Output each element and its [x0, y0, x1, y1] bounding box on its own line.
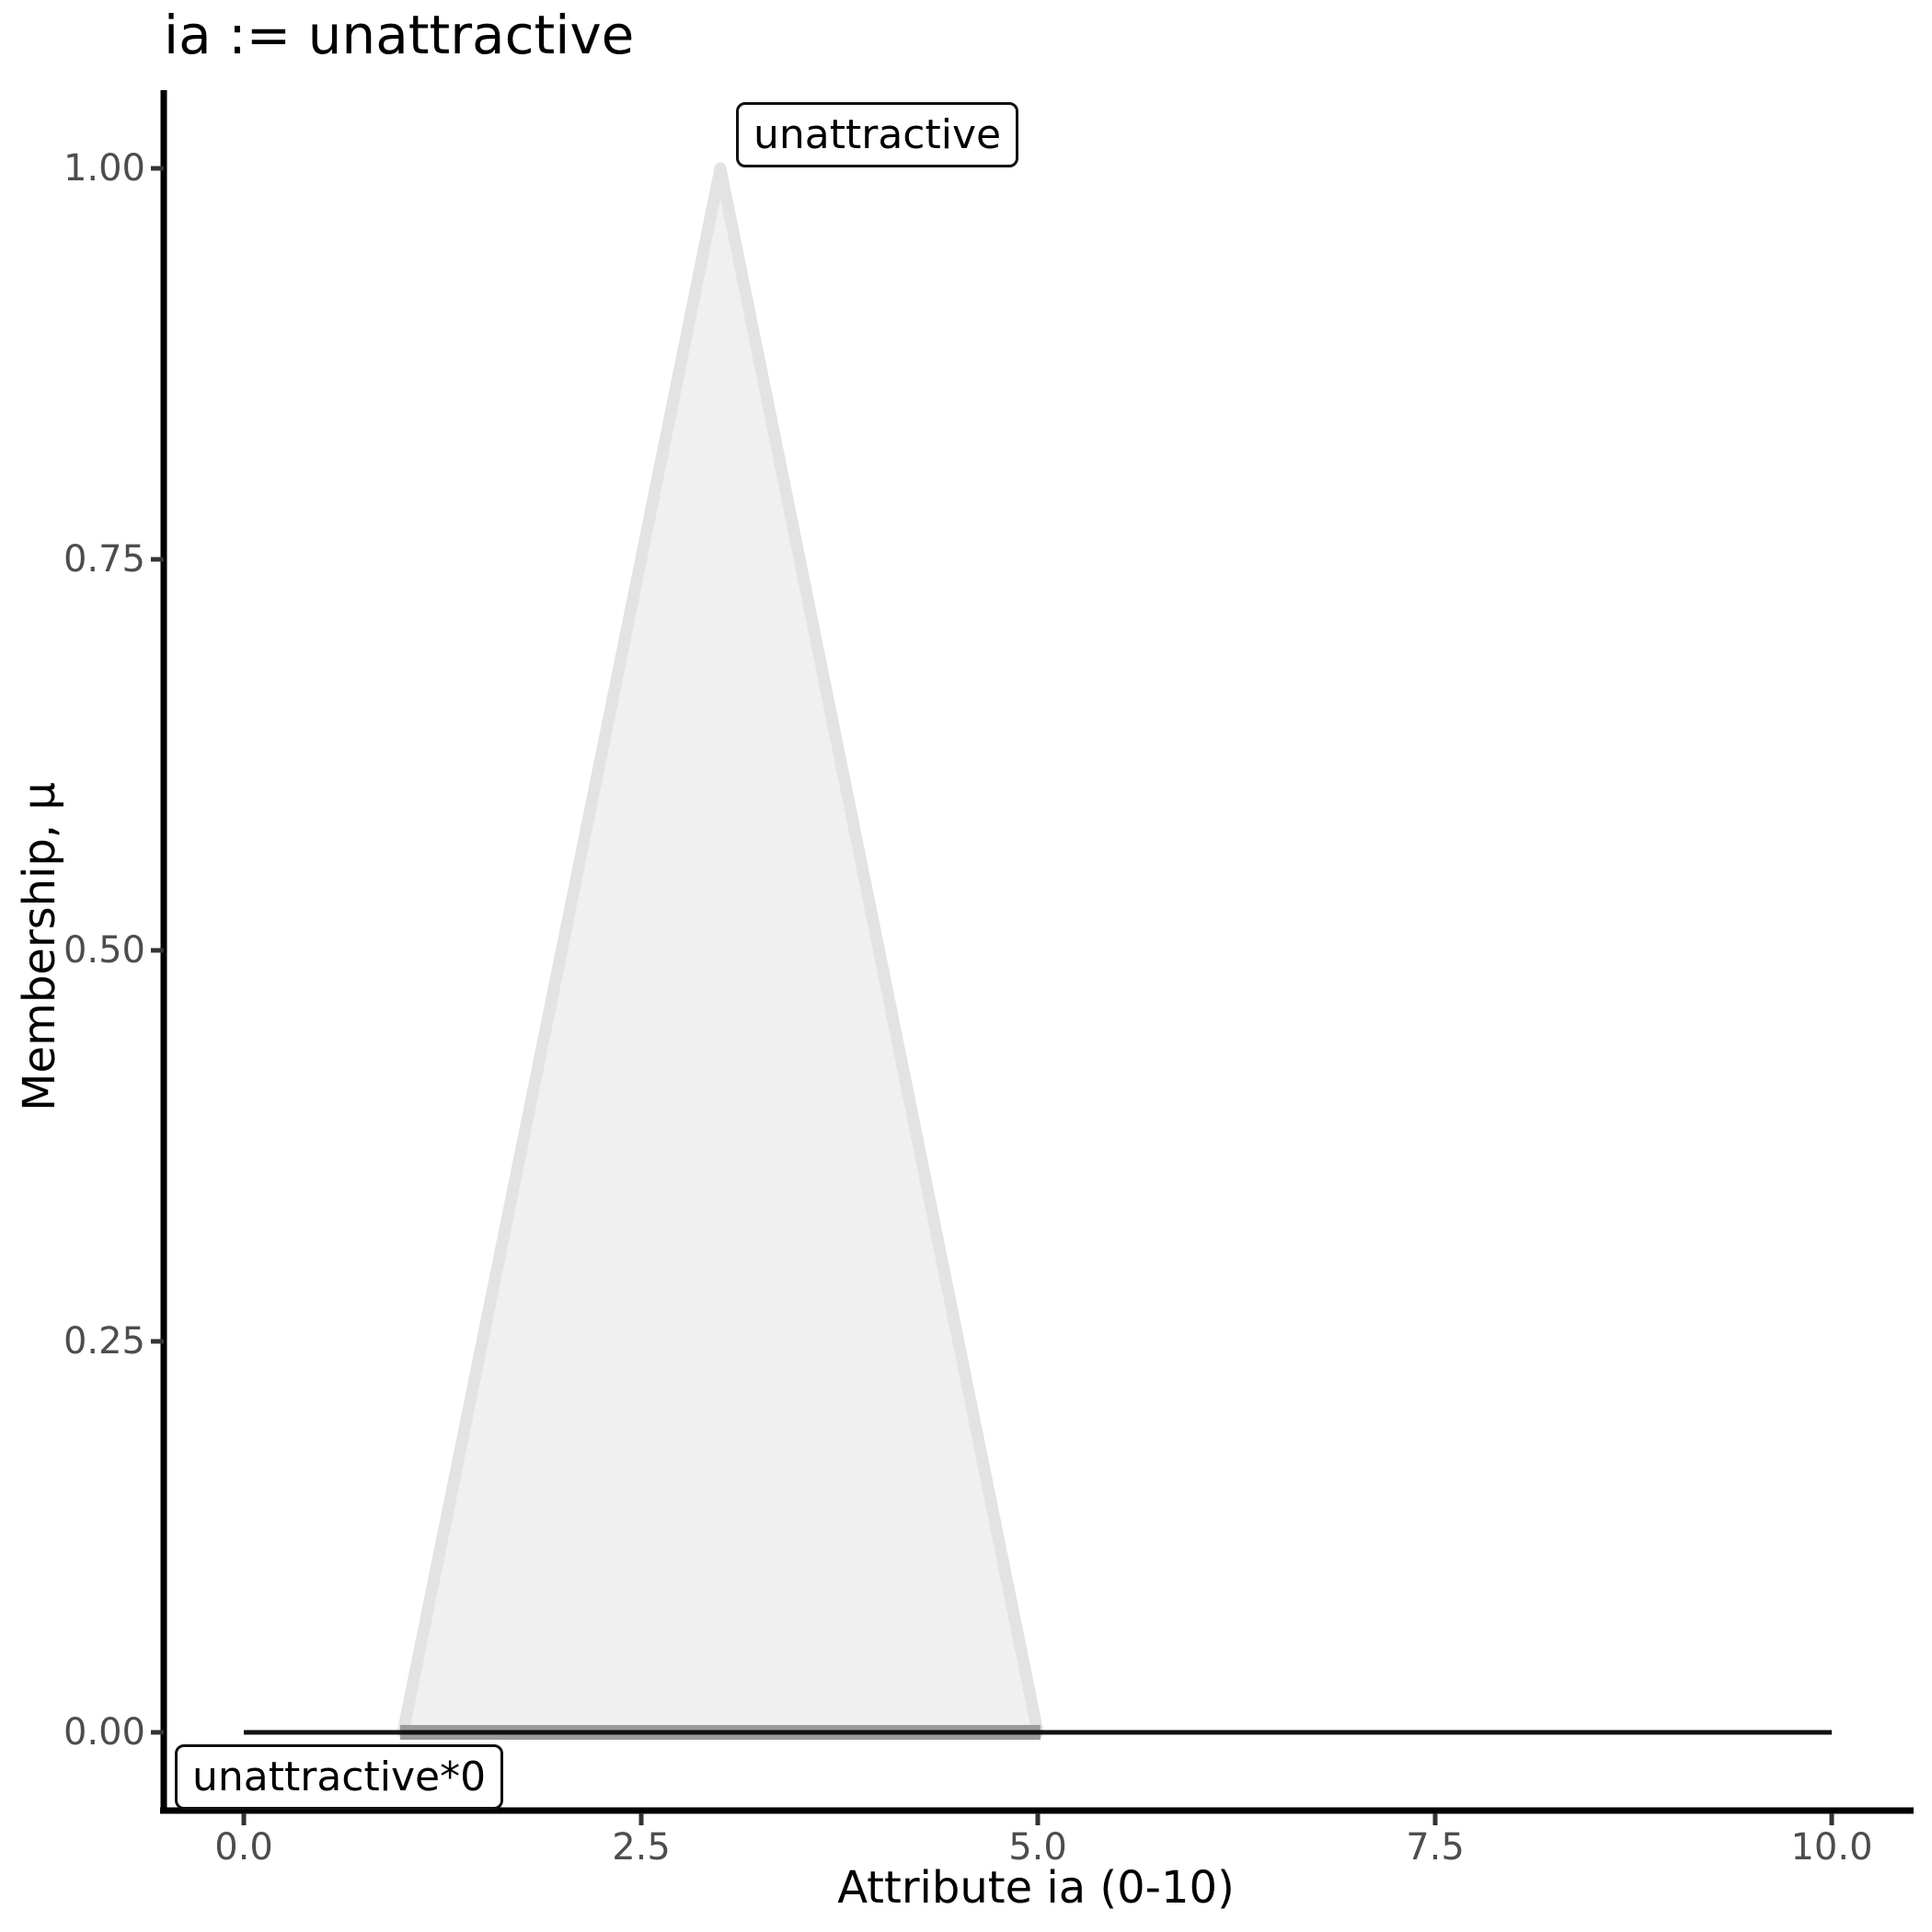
y-tick-label: 0.25 [63, 1320, 145, 1363]
annotation-unattractive-times-0: unattractive*0 [175, 1744, 504, 1811]
y-tick-label: 1.00 [63, 147, 145, 190]
x-axis-title: Attribute ia (0-10) [837, 1862, 1235, 1914]
x-tick-label: 0.0 [214, 1826, 273, 1869]
x-tick-label: 2.5 [612, 1826, 671, 1869]
chart-title: ia := unattractive [164, 4, 635, 66]
annotation-unattractive: unattractive [736, 102, 1019, 168]
y-tick-label: 0.00 [63, 1711, 145, 1754]
y-tick-label: 0.75 [63, 538, 145, 581]
y-tick-label: 0.50 [63, 929, 145, 972]
x-tick-label: 5.0 [1008, 1826, 1067, 1869]
membership-triangle [397, 162, 1044, 1739]
x-tick-label: 10.0 [1790, 1826, 1873, 1869]
x-tick-label: 7.5 [1406, 1826, 1465, 1869]
y-axis-title: Membership, μ [14, 782, 65, 1111]
